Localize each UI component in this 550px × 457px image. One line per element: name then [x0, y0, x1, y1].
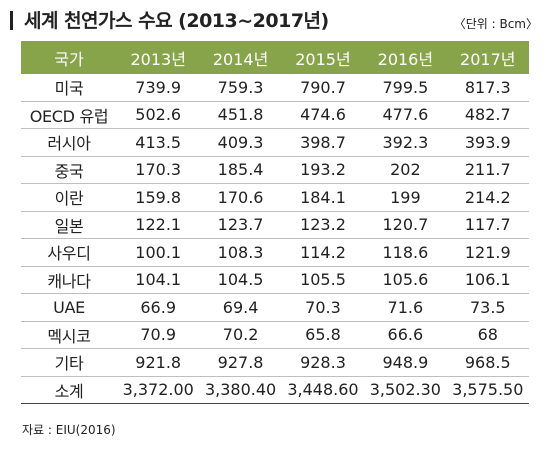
column-header-2014: 2014년	[199, 41, 282, 74]
table-row-total: 소계 3,372.00 3,380.40 3,448.60 3,502.30 3…	[21, 376, 529, 404]
country-cell: 기타	[21, 348, 117, 377]
column-header-country: 국가	[21, 41, 117, 74]
column-header-2015: 2015년	[281, 41, 365, 74]
value-cell: 502.6	[117, 101, 200, 129]
table-row: OECD 유럽 502.6 451.8 474.6 477.6 482.7	[21, 101, 529, 129]
column-header-2016: 2016년	[364, 41, 447, 74]
table-row: 중국 170.3 185.4 193.2 202 211.7	[21, 156, 529, 184]
value-cell: 108.3	[199, 238, 282, 267]
table-row: 미국 739.9 759.3 790.7 799.5 817.3	[21, 74, 529, 102]
table-row: 러시아 413.5 409.3 398.7 392.3 393.9	[21, 128, 529, 157]
value-cell: 759.3	[199, 74, 282, 102]
table-row: 일본 122.1 123.7 123.2 120.7 117.7	[21, 211, 529, 239]
value-cell: 114.2	[281, 238, 365, 267]
value-cell: 928.3	[281, 348, 365, 377]
table-row: 사우디 100.1 108.3 114.2 118.6 121.9	[21, 238, 529, 267]
page-title: 세계 천연가스 수요 (2013~2017년)	[24, 10, 329, 32]
value-cell: 65.8	[281, 321, 365, 349]
value-cell: 104.1	[117, 266, 200, 294]
value-cell: 451.8	[199, 101, 282, 129]
value-cell: 393.9	[446, 128, 529, 157]
total-value-cell: 3,575.50	[446, 376, 529, 404]
title-accent-bar	[10, 11, 13, 30]
value-cell: 790.7	[281, 74, 365, 102]
value-cell: 118.6	[364, 238, 447, 267]
value-cell: 105.5	[281, 266, 365, 294]
value-cell: 68	[446, 321, 529, 349]
value-cell: 477.6	[364, 101, 447, 129]
value-cell: 123.2	[281, 211, 365, 239]
value-cell: 202	[364, 156, 447, 184]
title-row: 세계 천연가스 수요 (2013~2017년) 〈단위 : Bcm〉	[8, 8, 542, 36]
value-cell: 106.1	[446, 266, 529, 294]
value-cell: 105.6	[364, 266, 447, 294]
country-cell: 러시아	[21, 128, 117, 157]
total-value-cell: 3,502.30	[364, 376, 447, 404]
value-cell: 193.2	[281, 156, 365, 184]
table-row: 이란 159.8 170.6 184.1 199 214.2	[21, 183, 529, 212]
table-row: UAE 66.9 69.4 70.3 71.6 73.5	[21, 293, 529, 322]
value-cell: 185.4	[199, 156, 282, 184]
country-cell: 캐나다	[21, 266, 117, 294]
value-cell: 66.9	[117, 293, 200, 322]
total-value-cell: 3,372.00	[117, 376, 200, 404]
value-cell: 474.6	[281, 101, 365, 129]
value-cell: 120.7	[364, 211, 447, 239]
value-cell: 199	[364, 183, 447, 212]
value-cell: 482.7	[446, 101, 529, 129]
country-cell: 이란	[21, 183, 117, 212]
value-cell: 73.5	[446, 293, 529, 322]
value-cell: 70.9	[117, 321, 200, 349]
country-cell: 미국	[21, 74, 117, 102]
table-row: 캐나다 104.1 104.5 105.5 105.6 106.1	[21, 266, 529, 294]
total-value-cell: 3,380.40	[199, 376, 282, 404]
country-cell: UAE	[21, 293, 117, 322]
country-cell: 일본	[21, 211, 117, 239]
source-note: 자료 : EIU(2016)	[22, 423, 116, 437]
value-cell: 70.3	[281, 293, 365, 322]
country-cell: 사우디	[21, 238, 117, 267]
country-cell: 중국	[21, 156, 117, 184]
value-cell: 123.7	[199, 211, 282, 239]
value-cell: 968.5	[446, 348, 529, 377]
value-cell: 104.5	[199, 266, 282, 294]
country-cell: 멕시코	[21, 321, 117, 349]
value-cell: 69.4	[199, 293, 282, 322]
column-header-2017: 2017년	[446, 41, 529, 74]
value-cell: 948.9	[364, 348, 447, 377]
value-cell: 409.3	[199, 128, 282, 157]
value-cell: 739.9	[117, 74, 200, 102]
value-cell: 70.2	[199, 321, 282, 349]
value-cell: 214.2	[446, 183, 529, 212]
table-row: 기타 921.8 927.8 928.3 948.9 968.5	[21, 348, 529, 377]
value-cell: 71.6	[364, 293, 447, 322]
table-row: 멕시코 70.9 70.2 65.8 66.6 68	[21, 321, 529, 349]
value-cell: 392.3	[364, 128, 447, 157]
value-cell: 66.6	[364, 321, 447, 349]
value-cell: 817.3	[446, 74, 529, 102]
value-cell: 398.7	[281, 128, 365, 157]
value-cell: 170.6	[199, 183, 282, 212]
value-cell: 122.1	[117, 211, 200, 239]
gas-demand-table: 국가 2013년 2014년 2015년 2016년 2017년 미국 739.…	[21, 41, 529, 404]
value-cell: 100.1	[117, 238, 200, 267]
value-cell: 799.5	[364, 74, 447, 102]
total-label-cell: 소계	[21, 376, 117, 404]
value-cell: 170.3	[117, 156, 200, 184]
value-cell: 121.9	[446, 238, 529, 267]
value-cell: 184.1	[281, 183, 365, 212]
country-cell: OECD 유럽	[21, 101, 117, 129]
value-cell: 413.5	[117, 128, 200, 157]
table-header-row: 국가 2013년 2014년 2015년 2016년 2017년	[21, 41, 529, 74]
total-value-cell: 3,448.60	[281, 376, 365, 404]
value-cell: 159.8	[117, 183, 200, 212]
value-cell: 117.7	[446, 211, 529, 239]
value-cell: 211.7	[446, 156, 529, 184]
value-cell: 927.8	[199, 348, 282, 377]
unit-label: 〈단위 : Bcm〉	[453, 17, 538, 31]
value-cell: 921.8	[117, 348, 200, 377]
column-header-2013: 2013년	[117, 41, 200, 74]
